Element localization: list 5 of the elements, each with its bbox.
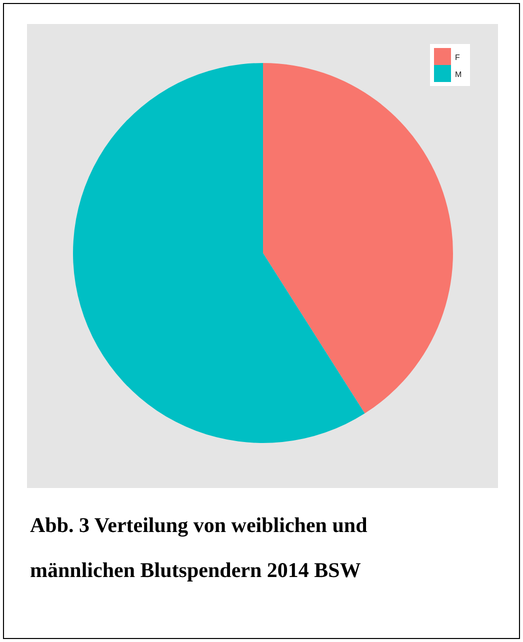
legend-label: M (455, 70, 462, 79)
legend-label: F (455, 53, 460, 62)
pie-slice (263, 63, 453, 414)
caption: Abb. 3 Verteilung von weiblichen und männlichen Blutspendern 2014 BSW (30, 513, 368, 582)
pie-slice (73, 63, 365, 443)
